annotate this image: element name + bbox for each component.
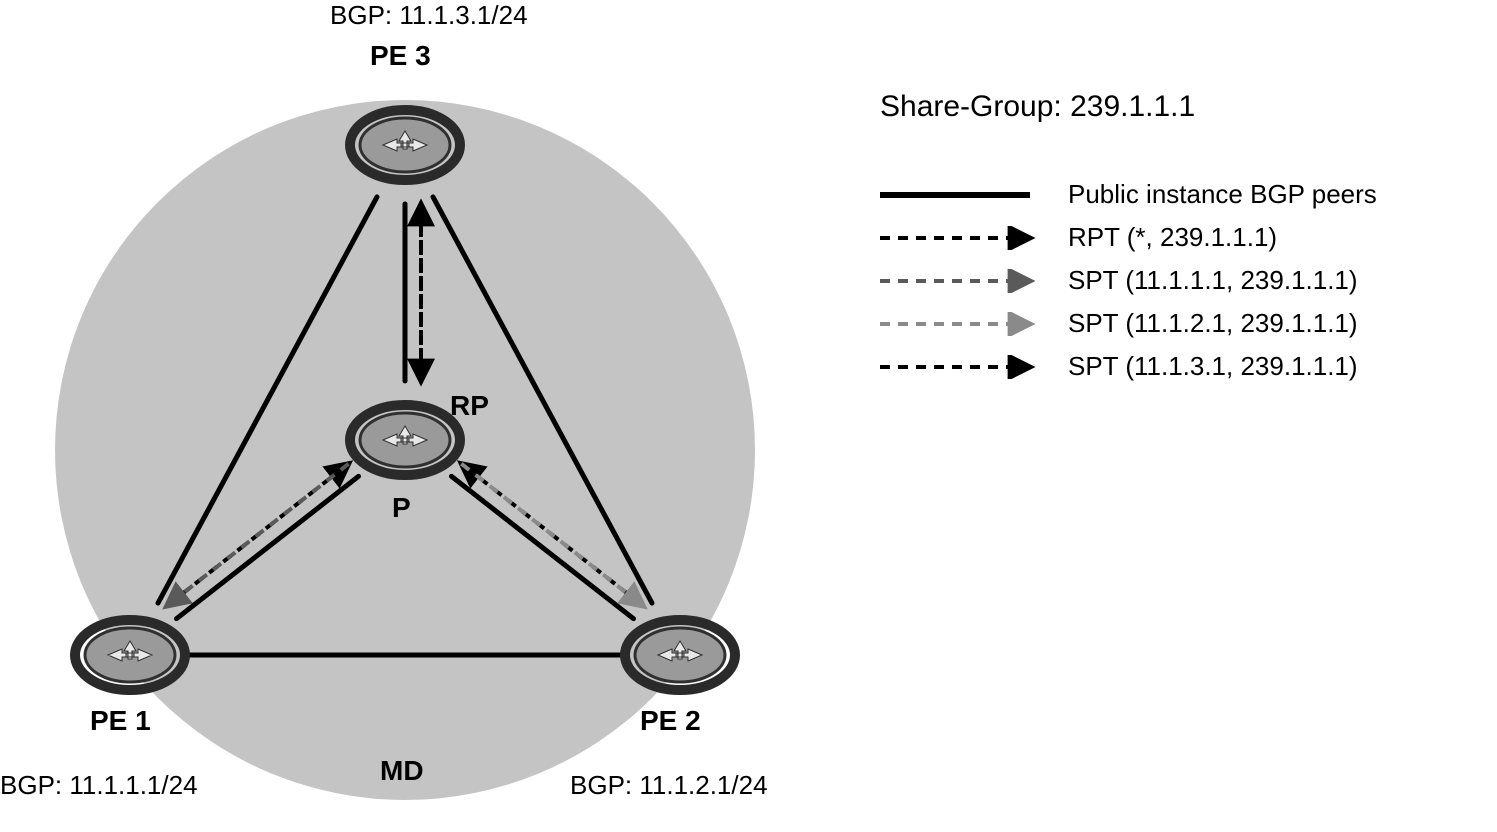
pe1-label: PE 1	[90, 705, 151, 737]
legend-row-4: SPT (11.1.3.1, 239.1.1.1)	[880, 351, 1377, 382]
diagram-stage: BGP: 11.1.3.1/24 PE 3 RP P PE 1 BGP: 11.…	[0, 0, 1497, 832]
rp-label: RP	[450, 390, 489, 422]
pe2-bgp-label: BGP: 11.1.2.1/24	[570, 770, 768, 801]
legend-swatch	[880, 312, 1050, 336]
legend-row-0: Public instance BGP peers	[880, 179, 1377, 210]
legend-text: SPT (11.1.3.1, 239.1.1.1)	[1068, 351, 1358, 382]
router-rp	[350, 405, 460, 475]
legend-title: Share-Group: 239.1.1.1	[880, 90, 1377, 124]
legend-row-2: SPT (11.1.1.1, 239.1.1.1)	[880, 265, 1377, 296]
legend-swatch	[880, 183, 1050, 207]
legend: Share-Group: 239.1.1.1 Public instance BG…	[880, 90, 1377, 394]
legend-text: SPT (11.1.1.1, 239.1.1.1)	[1068, 265, 1358, 296]
router-pe2	[625, 620, 735, 690]
legend-swatch	[880, 269, 1050, 293]
md-label: MD	[380, 755, 424, 787]
legend-row-1: RPT (*, 239.1.1.1)	[880, 222, 1377, 253]
pe1-bgp-label: BGP: 11.1.1.1/24	[0, 770, 198, 801]
legend-text: SPT (11.1.2.1, 239.1.1.1)	[1068, 308, 1358, 339]
pe3-label: PE 3	[370, 40, 431, 72]
pe3-bgp-label: BGP: 11.1.3.1/24	[330, 0, 528, 31]
legend-text: Public instance BGP peers	[1068, 179, 1377, 210]
pe2-label: PE 2	[640, 705, 701, 737]
router-pe1	[75, 620, 185, 690]
legend-swatch	[880, 355, 1050, 379]
p-label: P	[392, 492, 411, 524]
router-pe3	[350, 110, 460, 180]
legend-swatch	[880, 226, 1050, 250]
legend-row-3: SPT (11.1.2.1, 239.1.1.1)	[880, 308, 1377, 339]
legend-text: RPT (*, 239.1.1.1)	[1068, 222, 1277, 253]
